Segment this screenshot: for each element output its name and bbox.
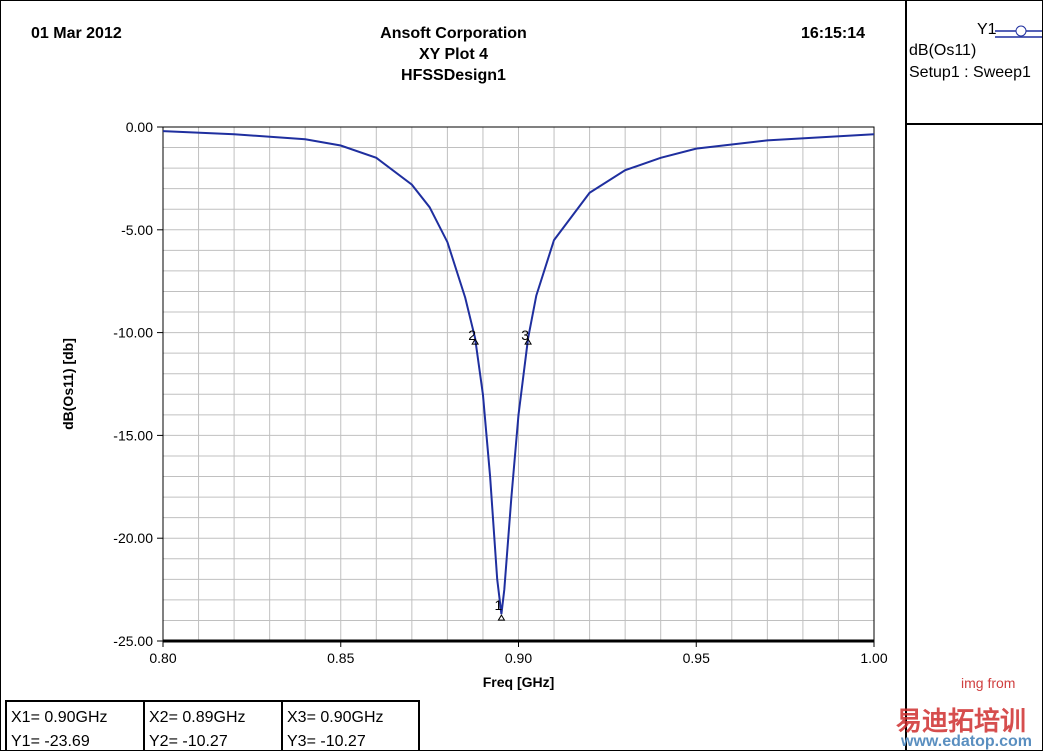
- design-name: HFSSDesign1: [401, 67, 506, 84]
- series-line: [162, 130, 875, 615]
- legend[interactable]: Y1 dB(Os11) Setup1 : Sweep1: [905, 1, 1042, 125]
- x-tick-label: 0.85: [327, 650, 354, 666]
- marker-readout-1: X1= 0.90GHz Y1= -23.69: [5, 700, 145, 750]
- watermark-text: img from: [961, 675, 1016, 691]
- x-tick-label: 0.80: [149, 650, 176, 666]
- plot-date: 01 Mar 2012: [31, 25, 122, 42]
- marker-y: Y1= -23.69: [11, 733, 90, 750]
- y-tick-label: -15.00: [113, 427, 153, 443]
- legend-trace-name: dB(Os11): [909, 42, 977, 59]
- marker-x: X1= 0.90GHz: [11, 709, 108, 726]
- marker-x: X2= 0.89GHz: [149, 709, 246, 726]
- marker-label: 3: [521, 327, 529, 343]
- company-name: Ansoft Corporation: [380, 25, 527, 42]
- marker-y: Y3= -10.27: [287, 733, 366, 750]
- y-tick-label: -10.00: [113, 325, 153, 341]
- x-tick-label: 0.90: [505, 650, 532, 666]
- marker-triangle: [497, 614, 506, 621]
- legend-line-icon: [995, 25, 1042, 38]
- marker-label: 1: [495, 597, 503, 613]
- legend-axis: Y1: [977, 21, 997, 38]
- y-axis-label: dB(Os11) [db]: [60, 338, 76, 430]
- marker-triangle: [524, 338, 532, 345]
- y-tick-label: -20.00: [113, 530, 153, 546]
- y-tick-label: -25.00: [113, 633, 153, 649]
- x-tick-label: 1.00: [860, 650, 887, 666]
- y-tick-label: -5.00: [121, 222, 153, 238]
- watermark-url: www.edatop.com: [901, 733, 1032, 750]
- marker-readout-3: X3= 0.90GHz Y3= -10.27: [281, 700, 420, 750]
- plot-time: 16:15:14: [801, 25, 866, 42]
- marker-triangle: [471, 338, 480, 345]
- chart: 0.80 0.85 0.90 0.95 1.00 0.00 -5.00 -10.00 -15.0…: [60, 119, 888, 690]
- marker-readout-2: X2= 0.89GHz Y2= -10.27: [143, 700, 283, 750]
- marker-x: X3= 0.90GHz: [287, 709, 384, 726]
- marker-label: 2: [468, 327, 476, 343]
- y-tick-label: 0.00: [126, 119, 153, 135]
- x-tick-label: 0.95: [683, 650, 710, 666]
- legend-trace-source: Setup1 : Sweep1: [909, 64, 1031, 81]
- marker-y: Y2= -10.27: [149, 733, 228, 750]
- plot-title: XY Plot 4: [418, 46, 489, 63]
- x-axis-label: Freq [GHz]: [483, 674, 555, 690]
- legend-divider: [905, 123, 907, 750]
- watermark-logo: 易迪拓培训: [896, 706, 1027, 736]
